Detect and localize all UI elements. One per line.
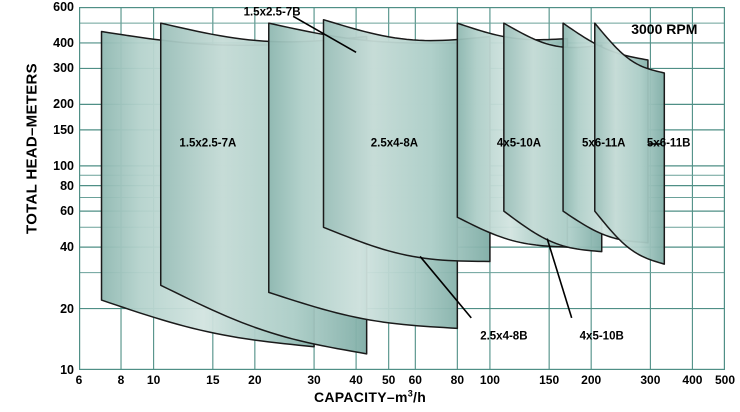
y-tick-40: 40 — [60, 240, 74, 255]
region-label-5x6-11A: 5x6-11A — [582, 137, 626, 150]
y-tick-80: 80 — [60, 178, 74, 193]
plot-area: 1.5x2.5-7A 1.5x2.5-7B 2.5x4-8A 2.5x4-8B 4x5-… — [79, 7, 725, 370]
y-tick-20: 20 — [60, 301, 74, 316]
x-tick-300: 300 — [640, 373, 661, 387]
x-tick-10: 10 — [146, 373, 161, 387]
x-tick-30: 30 — [307, 373, 321, 387]
y-tick-100: 100 — [53, 158, 74, 173]
y-tick-300: 300 — [53, 61, 74, 76]
x-tick-20: 20 — [248, 373, 262, 387]
x-tick-100: 100 — [479, 373, 500, 387]
x-tick-400: 400 — [682, 373, 703, 387]
region-5x6-11B — [594, 22, 666, 265]
y-tick-600: 600 — [53, 0, 74, 14]
leader-line — [419, 255, 472, 319]
region-2.5x4-8B — [322, 18, 491, 263]
x-tick-80: 80 — [450, 373, 465, 387]
y-tick-200: 200 — [53, 97, 74, 112]
y-tick-400: 400 — [53, 35, 74, 50]
x-tick-8: 8 — [117, 373, 125, 387]
x-tick-50: 50 — [381, 373, 396, 387]
y-tick-10: 10 — [60, 363, 74, 377]
leader-line — [292, 15, 357, 53]
performance-regions — [100, 18, 666, 355]
y-tick-150: 150 — [53, 122, 74, 137]
region-label-1.5x2.5-7B: 1.5x2.5-7B — [243, 6, 301, 19]
x-tick-60: 60 — [408, 373, 422, 387]
x-tick-6: 6 — [75, 373, 83, 387]
region-label-4x5-10A: 4x5-10A — [496, 137, 542, 150]
region-label-4x5-10B: 4x5-10B — [579, 330, 624, 343]
x-axis-title-text: CAPACITY–m3/h — [313, 388, 427, 405]
region-label-5x6-11B: 5x6-11B — [646, 137, 691, 150]
leader-lines — [292, 15, 661, 319]
leader-line — [546, 238, 573, 319]
x-tick-500: 500 — [714, 373, 736, 387]
x-tick-200: 200 — [581, 373, 602, 387]
rpm-annotation: 3000 RPM — [631, 20, 698, 37]
x-axis-title: CAPACITY–m3/h — [0, 388, 740, 405]
x-tick-15: 15 — [206, 373, 220, 387]
y-axis-ticks: 600 400 300 200 150 100 80 60 40 20 10 — [28, 0, 74, 412]
region-label-1.5x2.5-7A: 1.5x2.5-7A — [179, 137, 237, 150]
region-label-2.5x4-8B: 2.5x4-8B — [480, 330, 528, 343]
region-label-2.5x4-8A: 2.5x4-8A — [370, 137, 419, 150]
plot-border — [79, 7, 725, 370]
x-tick-150: 150 — [539, 373, 560, 387]
x-tick-40: 40 — [349, 373, 363, 387]
chart-svg — [79, 7, 725, 370]
x-axis-ticks: 6 8 10 15 20 30 40 50 60 80 100 150 200 300 400 500 — [0, 374, 740, 394]
y-tick-60: 60 — [60, 204, 74, 219]
